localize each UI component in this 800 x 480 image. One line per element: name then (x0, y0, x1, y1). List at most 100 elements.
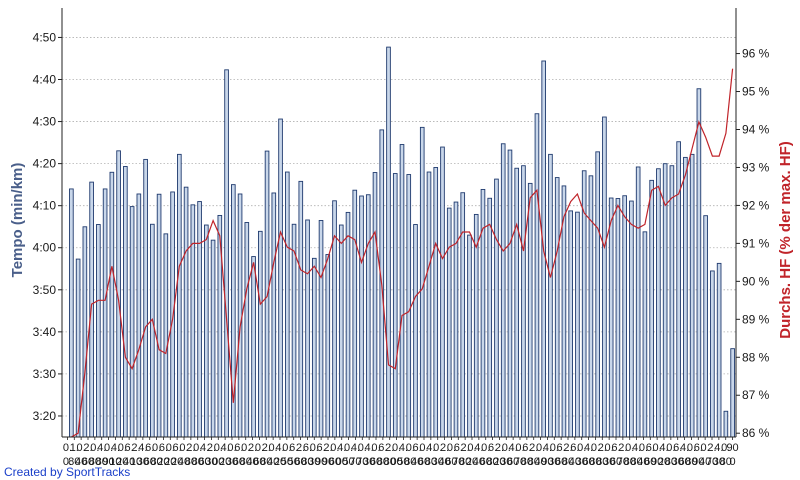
x-tick-label: 40 (569, 456, 581, 468)
x-tick-label: 4. (200, 442, 209, 454)
x-tick-label: 0. (371, 442, 380, 454)
x-tick-label: 0. (282, 442, 291, 454)
pace-bar (96, 224, 101, 438)
x-tick-label: 0. (433, 442, 442, 454)
x-tick-label: 2. (495, 442, 504, 454)
pace-bar (190, 204, 196, 438)
x-tick-label: 30 (548, 456, 560, 468)
x-tick-label: 0. (310, 442, 319, 454)
x-tick-label: 0. (344, 442, 353, 454)
x-tick-label: 40 (438, 456, 450, 468)
x-tick-label: 80 (589, 456, 601, 468)
pace-bar (689, 153, 695, 438)
x-tick-label: 20 (219, 456, 231, 468)
line-series (71, 68, 734, 438)
pace-bar (514, 167, 520, 438)
credit-text: Created by SportTracks (4, 465, 130, 479)
x-tick-label: 50 (397, 456, 409, 468)
x-tick-label: 60 (555, 456, 567, 468)
x-tick-label: 0. (241, 442, 250, 454)
pace-bar (656, 168, 661, 438)
x-tick-label: 0. (77, 442, 86, 454)
pace-bar (278, 118, 283, 438)
x-tick-label: 40 (473, 456, 485, 468)
x-tick-label: 6. (611, 442, 620, 454)
heart-rate-line (71, 68, 734, 438)
pace-bar (345, 211, 351, 438)
x-tick-label: 40 (267, 456, 279, 468)
x-tick-label: 70 (349, 456, 361, 468)
x-tick-label: 40 (699, 456, 711, 468)
pace-bar (500, 143, 506, 438)
x-tick-label: 20 (157, 456, 169, 468)
x-tick-label: 00 (336, 456, 348, 468)
x-tick-label: 60 (294, 456, 306, 468)
pace-bar (467, 234, 472, 438)
x-tick-label: 6. (646, 442, 655, 454)
x-tick-label: 4. (399, 442, 408, 454)
x-tick-label: 70 (356, 456, 368, 468)
x-tick-label: 6. (173, 442, 182, 454)
x-tick-label: 0. (687, 442, 696, 454)
x-tick-label: 4. (97, 442, 106, 454)
x-tick-label: 80 (260, 456, 272, 468)
pace-bar (305, 219, 310, 438)
pace-bar (440, 146, 445, 438)
x-tick-label: 70 (452, 456, 464, 468)
pace-bar (338, 224, 344, 438)
pace-bar (649, 179, 654, 438)
x-tick-label: 80 (521, 456, 533, 468)
x-tick-label: 4. (680, 442, 689, 454)
x-tick-label: 60 (507, 456, 519, 468)
x-tick-label: 60 (233, 456, 245, 468)
x-tick-label: 0. (481, 442, 490, 454)
pace-bar (143, 158, 148, 438)
x-tick-label: 6. (522, 442, 531, 454)
x-tick-label: 4. (111, 442, 120, 454)
x-tick-label: 4. (543, 442, 552, 454)
x-tick-label: 6. (413, 442, 422, 454)
pace-bar (433, 167, 439, 438)
pace-bar (426, 171, 432, 438)
pace-bar (588, 175, 594, 438)
x-tick-label: 2. (707, 442, 716, 454)
pace-bar (69, 188, 74, 438)
x-tick-label: 20 (171, 456, 183, 468)
x-tick-label: 70 (617, 456, 629, 468)
x-tick-label: 40 (75, 456, 87, 468)
pace-bar (156, 193, 162, 438)
pace-bar (102, 188, 108, 438)
x-tick-label: 6. (317, 442, 326, 454)
x-tick-label: 80 (240, 456, 252, 468)
y-axis-label-left: Tempo (min/km) (9, 163, 26, 278)
x-tick-label: 0. (577, 442, 586, 454)
x-tick-label: 2. (461, 442, 470, 454)
pace-bar (406, 174, 412, 438)
x-tick-label: 60 (610, 456, 622, 468)
x-tick-label: 80 (384, 456, 396, 468)
pace-bar (521, 165, 526, 438)
x-tick-label: 90 (692, 456, 704, 468)
x-tick-label: 0. (639, 442, 648, 454)
x-tick-label: 60 (445, 456, 457, 468)
x-tick-label: 6. (303, 442, 312, 454)
x-tick-label: 80 (150, 456, 162, 468)
pace-bar (372, 172, 378, 438)
y2-tick-label: 95 % (742, 85, 770, 99)
pace-bar (224, 69, 229, 438)
pace-bar (318, 220, 324, 438)
pace-bar (177, 153, 182, 438)
x-tick-label: 0. (653, 442, 662, 454)
pace-bar (392, 173, 398, 438)
x-tick-label: 0. (63, 442, 72, 454)
x-tick-label: 70 (514, 456, 526, 468)
y-tick-label: 4:40 (33, 73, 57, 87)
x-tick-label: 4. (275, 442, 284, 454)
pace-bar (635, 166, 641, 438)
pace-bar (109, 171, 115, 438)
x-tick-label: 4. (509, 442, 518, 454)
pace-bar (595, 151, 600, 438)
axes (61, 8, 737, 438)
x-tick-label: 90 (102, 456, 114, 468)
